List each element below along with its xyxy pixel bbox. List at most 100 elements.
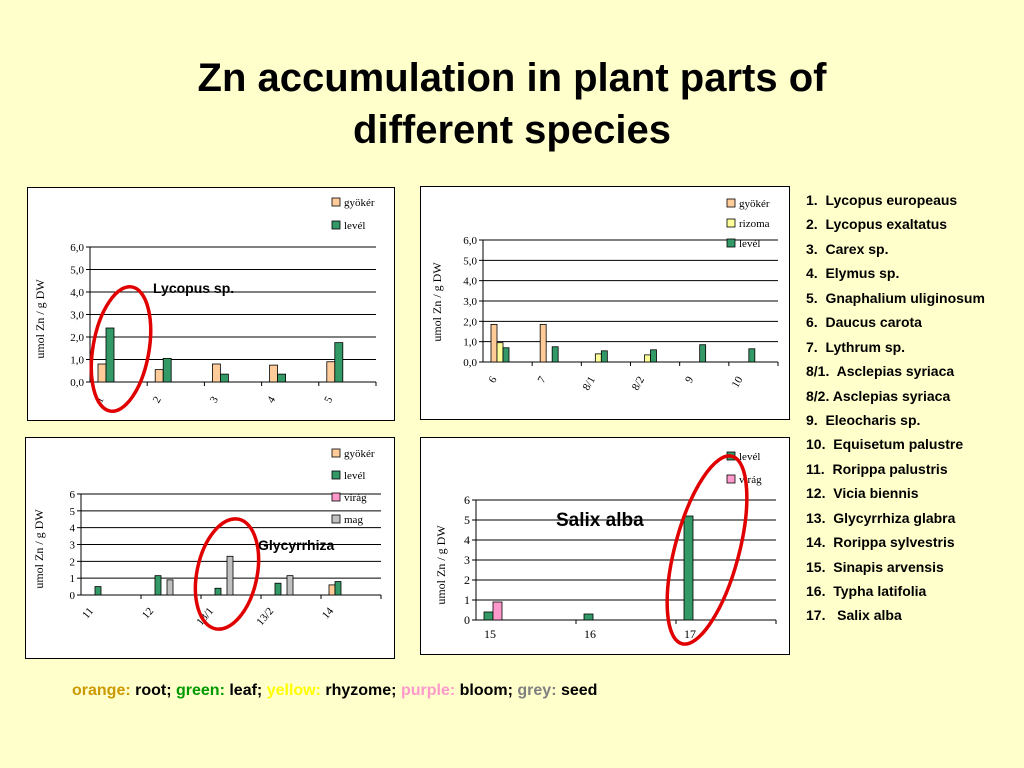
x-tick-label: 14: [320, 605, 337, 622]
bar: [94, 586, 102, 596]
y-tick-label: 3: [464, 553, 470, 567]
y-axis-label: umol Zn / g DW: [32, 509, 46, 589]
y-tick-label: 0: [464, 613, 470, 627]
color-key-part: bloom;: [455, 682, 518, 699]
legend-swatch: [726, 218, 736, 228]
y-tick-label: 0: [70, 590, 76, 602]
legend-swatch: [331, 197, 341, 207]
y-tick-label: 2: [464, 573, 470, 587]
legend-label: gyökér: [344, 197, 375, 209]
x-tick-label: 17: [684, 627, 696, 641]
x-tick-label: 5: [322, 394, 335, 405]
bar: [277, 373, 287, 383]
x-tick-label: 6: [486, 374, 499, 385]
y-axis-label: umol Zn / g DW: [434, 525, 448, 605]
legend-swatch: [331, 470, 341, 480]
bar: [594, 353, 602, 363]
bar: [583, 613, 594, 621]
bar: [334, 342, 344, 383]
y-tick-label: 2,0: [463, 316, 477, 328]
chart-annotation: Salix alba: [556, 510, 644, 531]
y-tick-label: 5,0: [70, 265, 84, 277]
species-item: 4. Elymus sp.: [806, 265, 900, 282]
highlight-ellipse: [89, 285, 153, 413]
chart-lycopus-svg: 0,0 1,0 2,0 3,0 4,0 5,0 6,0 1 2 3 4 5 umol Zn / g DW…: [33, 197, 377, 413]
bar: [214, 587, 222, 596]
slide-title-line2: different species: [353, 108, 671, 152]
x-tick-label: 7: [536, 374, 549, 385]
bar: [269, 364, 279, 383]
bar: [328, 584, 336, 596]
species-item: 11. Rorippa palustris: [806, 460, 948, 477]
x-tick-label: 3: [208, 394, 221, 405]
color-key-part: leaf;: [224, 682, 267, 699]
y-tick-label: 3,0: [70, 310, 84, 322]
y-tick-label: 0,0: [70, 377, 84, 389]
x-tick-label: 16: [584, 627, 596, 641]
color-key-part: seed: [556, 682, 598, 699]
legend-label: levél: [344, 470, 365, 482]
species-item: 7. Lythrum sp.: [806, 338, 906, 355]
legend-label: levél: [344, 220, 365, 232]
y-axis-label: umol Zn / g DW: [430, 262, 444, 342]
y-tick-label: 6: [464, 493, 470, 507]
y-tick-label: 1: [464, 593, 470, 607]
bar: [211, 363, 221, 383]
legend-swatch: [331, 514, 341, 524]
species-item: 15. Sinapis arvensis: [806, 558, 944, 575]
y-tick-label: 3: [70, 540, 76, 552]
bar: [483, 611, 494, 621]
color-key-part: yellow:: [266, 682, 321, 699]
x-tick-label: 11: [80, 605, 96, 621]
species-item: 12. Vicia biennis: [806, 485, 919, 502]
bar: [326, 361, 336, 383]
x-tick-label: 8/1: [581, 374, 598, 392]
color-key-part: grey:: [517, 682, 557, 699]
bar: [219, 373, 229, 383]
legend-swatch: [331, 492, 341, 502]
chart-species-6-10: 0,0 1,0 2,0 3,0 4,0 5,0 6,0 6 7 8/1 8/2 9 10 umol Zn …: [420, 186, 790, 420]
legend-label: virág: [344, 492, 367, 504]
slide-title-line1: Zn accumulation in plant parts of: [197, 56, 827, 100]
chart-glycyrrhiza: 0 1 2 3 4 5 6 11 12 13/1 13/2 14 umol Zn / g DW gyöké…: [25, 437, 395, 659]
y-tick-label: 3,0: [463, 296, 477, 308]
y-axis-label: umol Zn / g DW: [33, 279, 47, 359]
legend-swatch: [726, 238, 736, 248]
bar: [683, 515, 694, 621]
x-tick-label: 1: [93, 394, 106, 405]
x-tick-label: 13/2: [254, 605, 276, 628]
y-tick-label: 0,0: [463, 357, 477, 369]
bar: [162, 357, 172, 383]
legend-swatch: [726, 198, 736, 208]
y-tick-label: 4: [70, 523, 76, 535]
highlight-ellipse: [665, 454, 749, 646]
bar: [274, 582, 282, 596]
y-tick-label: 6: [70, 489, 76, 501]
species-item: 5. Gnaphalium uliginosum: [806, 289, 985, 306]
y-tick-label: 4,0: [463, 276, 477, 288]
legend-label: gyökér: [739, 198, 770, 210]
legend-swatch: [726, 474, 736, 484]
bar: [154, 369, 164, 383]
bar: [539, 323, 547, 363]
legend-label: mag: [344, 514, 363, 526]
species-item: 8/1. Asclepias syriaca: [806, 363, 955, 380]
chart-salix-svg: 0 1 2 3 4 5 6 15 16 17 umol Zn / g DW levél virág Sal…: [434, 451, 777, 646]
bar: [286, 575, 294, 596]
bar: [496, 342, 504, 363]
species-item: 8/2. Asclepias syriaca: [806, 387, 951, 404]
y-tick-label: 2: [70, 556, 76, 568]
x-tick-label: 9: [683, 374, 696, 385]
x-tick-label: 12: [140, 605, 156, 621]
x-tick-label: 15: [484, 627, 496, 641]
bar: [650, 349, 657, 363]
x-tick-label: 4: [265, 394, 278, 405]
y-tick-label: 4: [464, 533, 470, 547]
species-item: 17. Salix alba: [806, 607, 902, 624]
species-item: 9. Eleocharis sp.: [806, 411, 921, 428]
chart-lycopus: 0,0 1,0 2,0 3,0 4,0 5,0 6,0 1 2 3 4 5 umol Zn / g DW…: [27, 187, 395, 421]
species-item: 1. Lycopus europeaus: [806, 192, 958, 208]
bar: [105, 327, 115, 383]
legend-swatch: [331, 448, 341, 458]
